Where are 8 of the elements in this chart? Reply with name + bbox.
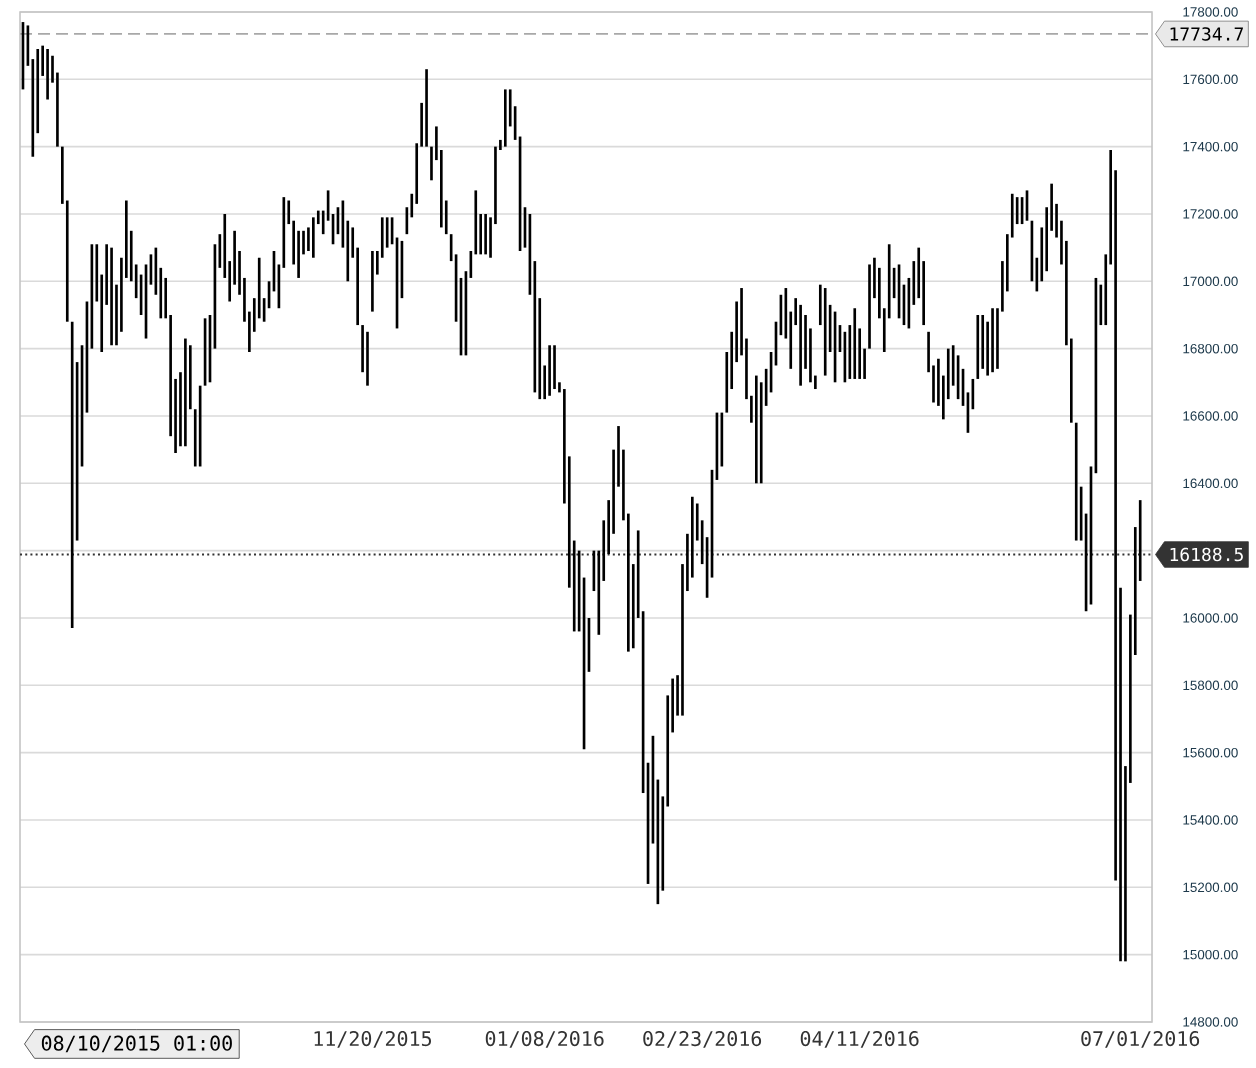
x-tick-label: 11/20/2015 — [314, 1031, 431, 1048]
x-tick-label: 01/08/2016 — [485, 1031, 604, 1048]
text: 08/10/2015 01:00 — [41, 1035, 232, 1053]
x-tick-label: 04/11/2016 — [800, 1031, 919, 1048]
x-tick-label: 07/01/2016 — [1081, 1031, 1200, 1048]
x-tick-label: 02/23/2016 — [643, 1031, 762, 1048]
ref-line-label: 16188.5 — [1170, 547, 1243, 562]
ref-line-label: 17734.7 — [1170, 27, 1243, 41]
